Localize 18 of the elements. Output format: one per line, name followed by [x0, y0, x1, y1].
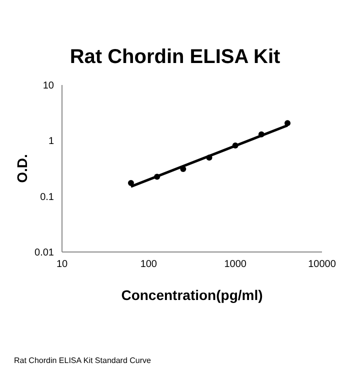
y-tick-label: 0.1	[40, 192, 54, 203]
point	[284, 120, 291, 126]
text: Rat Chordin ELISA Kit Standard Curve	[14, 356, 151, 365]
point	[232, 142, 238, 148]
x-tick-label: 1000	[224, 259, 247, 270]
point	[258, 131, 264, 138]
x-axis-title: Concentration(pg/ml)	[121, 287, 263, 303]
point	[128, 180, 134, 186]
point	[154, 174, 160, 180]
chart-title: Rat Chordin ELISA Kit	[68, 46, 282, 69]
x-tick-label: 10	[56, 259, 68, 270]
y-tick-label: 0.01	[34, 248, 54, 259]
y-tick-label: 1	[48, 136, 54, 148]
x-tick-label: 10000	[308, 259, 336, 270]
x-tick-label: 100	[140, 259, 158, 270]
y-axis-title: O.D.	[14, 154, 30, 183]
point	[206, 154, 212, 161]
y-tick-label: 10	[42, 80, 54, 92]
